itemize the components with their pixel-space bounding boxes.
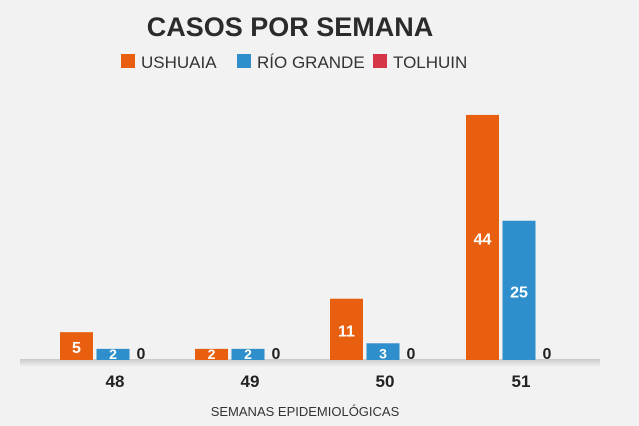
legend: USHUAIA RÍO GRANDE TOLHUIN bbox=[121, 53, 467, 72]
data-label: 25 bbox=[510, 284, 528, 301]
x-tick-label: 48 bbox=[106, 372, 125, 391]
x-axis-ticks: 48 49 50 51 bbox=[106, 372, 531, 391]
bar bbox=[366, 343, 400, 360]
data-label: 2 bbox=[244, 346, 252, 362]
legend-swatch bbox=[373, 54, 387, 68]
bars: 5 2 0 2 2 0 11 3 0 44 25 0 bbox=[60, 114, 552, 363]
x-tick-label: 51 bbox=[512, 372, 531, 391]
legend-swatch bbox=[237, 54, 251, 68]
data-label: 44 bbox=[474, 231, 492, 248]
data-label: 0 bbox=[137, 346, 146, 363]
data-label: 2 bbox=[208, 346, 216, 362]
baseline bbox=[20, 359, 600, 367]
legend-swatch bbox=[121, 54, 135, 68]
data-label: 0 bbox=[407, 346, 416, 363]
x-axis-label: SEMANAS EPIDEMIOLÓGICAS bbox=[211, 404, 400, 419]
data-label: 3 bbox=[379, 346, 387, 362]
data-label: 0 bbox=[272, 346, 281, 363]
legend-label: RÍO GRANDE bbox=[257, 53, 365, 72]
legend-label: TOLHUIN bbox=[393, 53, 467, 72]
data-label: 11 bbox=[338, 323, 355, 340]
chart-title: CASOS POR SEMANA bbox=[147, 12, 434, 42]
bar bbox=[502, 220, 536, 360]
x-tick-label: 50 bbox=[376, 372, 395, 391]
data-label: 2 bbox=[109, 346, 117, 362]
legend-label: USHUAIA bbox=[141, 53, 217, 72]
bar bbox=[195, 348, 228, 360]
bar bbox=[466, 114, 499, 360]
data-label: 5 bbox=[72, 340, 81, 357]
bar bbox=[96, 348, 130, 360]
bar bbox=[231, 348, 265, 360]
bar bbox=[330, 298, 363, 360]
bar bbox=[60, 332, 93, 360]
data-label: 0 bbox=[543, 346, 552, 363]
x-tick-label: 49 bbox=[241, 372, 260, 391]
